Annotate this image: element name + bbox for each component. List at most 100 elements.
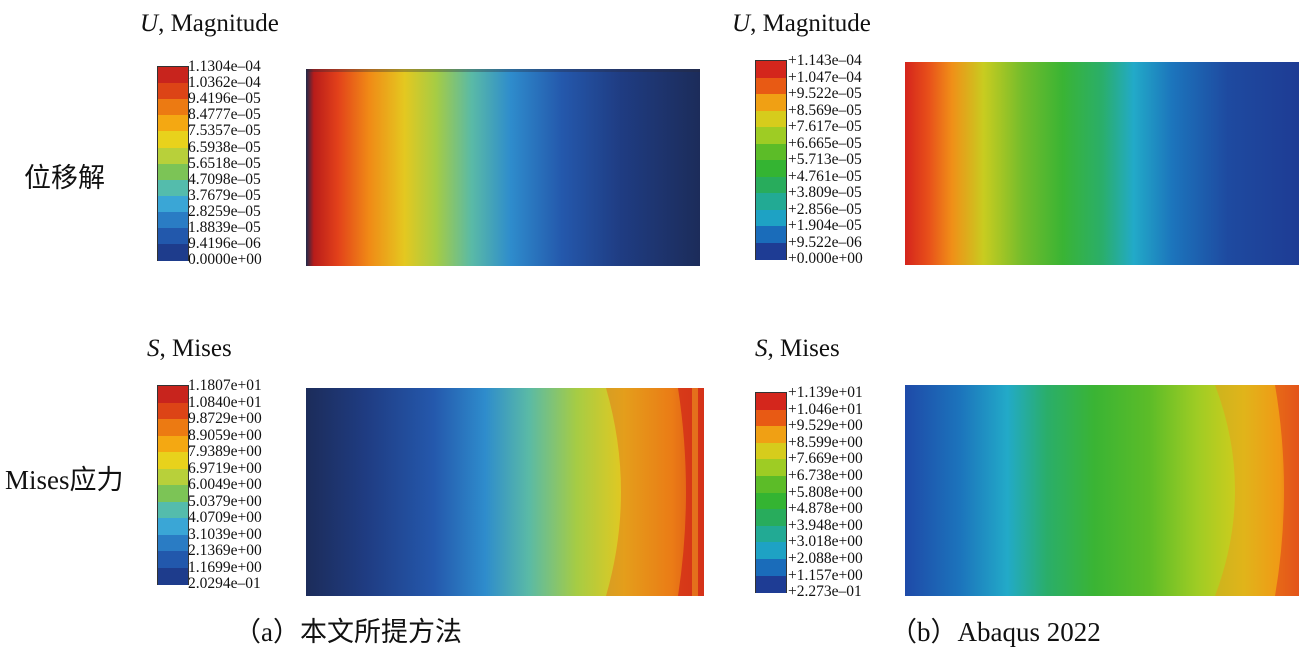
colorbar-swatch [756, 509, 786, 527]
row-label-mises: Mises应力 [5, 465, 124, 495]
colorbar-tick-label: 1.1807e+01 [188, 377, 262, 394]
colorbar-tick-label: +0.000e+00 [788, 250, 863, 267]
colorbar-swatch [158, 179, 188, 197]
colorbar-tick-label: 7.9389e+00 [188, 443, 262, 460]
colorbar-swatch [756, 542, 786, 560]
colorbar-tick-label: 2.0294e–01 [188, 575, 261, 592]
colorbar-tick-label: 1.0840e+01 [188, 393, 262, 411]
colorbar-tick-label: 1.1304e–04 [188, 58, 261, 75]
colorbar-swatch [158, 67, 188, 84]
colorbar-swatch [158, 386, 188, 403]
colorbar-swatch [756, 143, 786, 161]
colorbar-swatch [158, 83, 188, 100]
colorbar-swatch [158, 435, 188, 453]
colorbar-tick-label: +9.522e–05 [788, 85, 862, 102]
colorbar-tick-label: 1.8839e–05 [188, 219, 261, 236]
colorbar-swatch [158, 211, 188, 229]
colorbar-swatch [756, 94, 786, 111]
colorbar-tick-label: +9.529e+00 [788, 417, 863, 435]
colorbar-tick-label: +1.139e+01 [788, 384, 863, 401]
title-b-displacement: U, Magnitude [732, 10, 871, 37]
colorbar-tick-label: 9.4196e–05 [188, 90, 261, 108]
colorbar-tick-label: +1.157e+00 [788, 566, 863, 584]
colorbar-tick-label: +8.599e+00 [788, 433, 863, 451]
contour-plot-a-displacement [306, 69, 700, 266]
colorbar-tick-label: 8.4777e–05 [188, 106, 261, 124]
row-label-displacement: 位移解 [24, 163, 105, 193]
colorbar-tick-label: 1.1699e+00 [188, 558, 262, 576]
colorbar-tick-label: +1.047e–04 [788, 68, 862, 86]
colorbar-tick-label: +8.569e–05 [788, 101, 862, 119]
colorbar-tick-label: 2.1369e+00 [188, 542, 262, 559]
colorbar-swatch [756, 459, 786, 477]
colorbar-tick-label: +9.522e–06 [788, 233, 862, 251]
colorbar-tick-label: 9.4196e–06 [188, 235, 261, 253]
colorbar [157, 385, 189, 585]
colorbar-tick-label: 2.8259e–05 [188, 202, 261, 220]
displacement-field-a [306, 69, 700, 266]
colorbar-swatch [756, 426, 786, 444]
colorbar-swatch [756, 409, 786, 427]
colorbar-swatch [756, 209, 786, 227]
colorbar-tick-label: +1.904e–05 [788, 217, 862, 234]
colorbar-swatch [158, 99, 188, 116]
colorbar-swatch [756, 476, 786, 494]
colorbar-tick-label: +5.808e+00 [788, 483, 863, 501]
colorbar-tick-label: +1.143e–04 [788, 52, 862, 69]
colorbar-tick-label: 0.0000e+00 [188, 251, 262, 269]
mises-field-a [306, 388, 704, 596]
colorbar-swatch [756, 559, 786, 577]
colorbar-tick-label: +2.273e–01 [788, 583, 862, 601]
colorbar-swatch [756, 110, 786, 128]
colorbar-swatch [756, 127, 786, 144]
caption-b: （b）Abaqus 2022 [890, 617, 1101, 647]
colorbar-tick-label: +4.878e+00 [788, 500, 863, 518]
colorbar-swatch [158, 402, 188, 420]
colorbar-tick-label: 8.9059e+00 [188, 426, 262, 444]
colorbar-tick-label: 6.9719e+00 [188, 459, 262, 477]
colorbar-swatch [158, 551, 188, 568]
colorbar-tick-label: +3.809e–05 [788, 184, 862, 201]
colorbar-swatch [158, 501, 188, 519]
colorbar-tick-label: 6.0049e+00 [188, 476, 262, 493]
colorbar [755, 392, 787, 594]
title-a-displacement: U, Magnitude [140, 10, 279, 37]
colorbar-tick-label: 5.6518e–05 [188, 154, 261, 172]
caption-a: （a）本文所提方法 [234, 617, 462, 647]
colorbar-swatch [756, 160, 786, 177]
colorbar-swatch [756, 492, 786, 510]
colorbar-swatch [158, 419, 188, 436]
colorbar-swatch [158, 147, 188, 165]
colorbar-swatch [756, 242, 786, 260]
colorbar [157, 66, 189, 262]
colorbar-swatch [158, 567, 188, 585]
colorbar-swatch [756, 442, 786, 460]
mises-field-b [905, 385, 1299, 596]
colorbar-swatch [158, 485, 188, 502]
colorbar-swatch [158, 468, 188, 486]
colorbar-swatch [756, 193, 786, 210]
colorbar-swatch [158, 452, 188, 469]
colorbar-tick-label: 1.0362e–04 [188, 74, 261, 92]
colorbar-swatch [158, 195, 188, 213]
colorbar-swatch [756, 226, 786, 243]
colorbar-tick-label: 5.0379e+00 [188, 492, 262, 510]
colorbar-swatch [158, 534, 188, 552]
colorbar-tick-label: +7.617e–05 [788, 118, 862, 135]
contour-plot-a-mises [306, 388, 704, 596]
title-b-mises: S, Mises [755, 335, 840, 362]
colorbar-swatch [158, 131, 188, 148]
colorbar-swatch [158, 228, 188, 245]
colorbar-tick-label: +2.088e+00 [788, 550, 863, 567]
colorbar [755, 60, 787, 260]
colorbar-tick-label: 4.0709e+00 [188, 509, 262, 526]
colorbar-tick-label: +1.046e+01 [788, 400, 863, 418]
colorbar-swatch [756, 575, 786, 593]
colorbar-tick-label: 9.8729e+00 [188, 410, 262, 427]
colorbar-tick-label: +7.669e+00 [788, 450, 863, 468]
colorbar-swatch [756, 393, 786, 411]
colorbar-tick-label: +6.738e+00 [788, 467, 863, 484]
colorbar-tick-label: +3.018e+00 [788, 533, 863, 551]
colorbar-swatch [756, 525, 786, 543]
contour-plot-b-mises [905, 385, 1299, 596]
